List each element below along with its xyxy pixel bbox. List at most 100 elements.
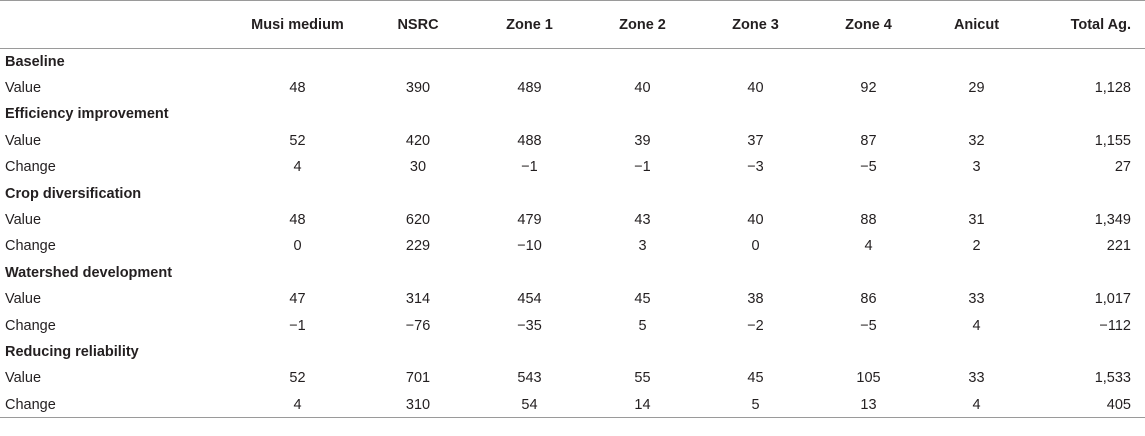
header-cell-total-ag: Total Ag.	[1028, 0, 1145, 49]
table-cell: 43	[634, 212, 651, 229]
table-cell: 33	[968, 291, 985, 308]
header-cell-anicut: Anicut	[925, 0, 1028, 49]
row-label: Value	[5, 80, 42, 97]
table-cell: 1,017	[1094, 291, 1131, 308]
table-cell: 31	[968, 212, 985, 229]
table-cell: 1,155	[1094, 132, 1131, 149]
table-cell: −5	[860, 159, 877, 176]
table-cell: 3	[972, 159, 981, 176]
table-cell: 390	[405, 80, 431, 97]
table-cell: 105	[856, 370, 881, 387]
table-cell: 1,533	[1094, 370, 1131, 387]
row-label: Value	[5, 212, 42, 229]
table-row: Value 48 390 489 40 40 92 29 1,128	[0, 75, 1145, 101]
table-cell: 1,349	[1094, 212, 1131, 229]
header-cell-musi-medium: Musi medium	[232, 0, 363, 49]
table-cell: 405	[1028, 391, 1145, 419]
section-title: Watershed development	[5, 264, 173, 281]
section-row: Watershed development	[0, 260, 1145, 286]
table-cell: 701	[405, 370, 431, 387]
table-cell: 620	[405, 212, 431, 229]
table-cell: 37	[747, 132, 764, 149]
table-cell: 4	[293, 159, 302, 176]
table-cell: −3	[747, 159, 764, 176]
table-cell: 45	[634, 291, 651, 308]
header-cell-zone-2: Zone 2	[586, 0, 699, 49]
table-cell: −35	[517, 317, 542, 334]
header-cell-zone-3: Zone 3	[699, 0, 812, 49]
table-cell: 310	[363, 391, 473, 419]
table-cell: 5	[638, 317, 647, 334]
table-cell: 27	[1114, 159, 1131, 176]
table-row: Change 4 310 54 14 5 13 4 405	[0, 391, 1145, 419]
table-cell: 4	[925, 391, 1028, 419]
table-row: Change 4 30 −1 −1 −3 −5 3 27	[0, 154, 1145, 180]
data-table: Musi medium NSRC Zone 1 Zone 2 Zone 3 Zo…	[0, 0, 1145, 419]
table-cell: 39	[634, 132, 651, 149]
row-label: Change	[5, 159, 56, 176]
table-cell: 1,128	[1094, 80, 1131, 97]
row-label: Value	[5, 370, 42, 387]
table-cell: −5	[860, 317, 877, 334]
table-cell: 420	[405, 132, 431, 149]
table-cell: −112	[1099, 317, 1131, 334]
row-label: Change	[5, 238, 56, 255]
table-cell: 47	[289, 291, 306, 308]
table-cell: 33	[968, 370, 985, 387]
table-row: Value 48 620 479 43 40 88 31 1,349	[0, 207, 1145, 233]
table-cell: −2	[747, 317, 764, 334]
table-cell: 4	[972, 317, 981, 334]
section-row: Baseline	[0, 49, 1145, 75]
table-cell: 0	[751, 238, 760, 255]
table-cell: 488	[517, 132, 542, 149]
table-cell: 48	[289, 212, 306, 229]
table-cell: 0	[293, 238, 302, 255]
table-cell: 55	[634, 370, 651, 387]
table-cell: 314	[405, 291, 431, 308]
table-cell: 87	[860, 132, 877, 149]
table-row: Change −1 −76 −35 5 −2 −5 4 −112	[0, 312, 1145, 338]
table-cell: 52	[289, 132, 306, 149]
table-cell: 40	[747, 80, 764, 97]
table-cell: 92	[860, 80, 877, 97]
table-cell: 88	[860, 212, 877, 229]
table-cell: 13	[812, 391, 925, 419]
table-cell: 45	[747, 370, 764, 387]
section-title: Reducing reliability	[5, 343, 139, 360]
table-cell: 29	[968, 80, 985, 97]
table-cell: 4	[864, 238, 873, 255]
header-cell-zone-1: Zone 1	[473, 0, 586, 49]
table-cell: 229	[405, 238, 431, 255]
table-cell: −1	[521, 159, 538, 176]
table-cell: 543	[517, 370, 542, 387]
table-cell: 479	[517, 212, 542, 229]
table-row: Value 47 314 454 45 38 86 33 1,017	[0, 286, 1145, 312]
table-cell: 30	[409, 159, 427, 176]
table-cell: 454	[517, 291, 542, 308]
table-cell: 14	[586, 391, 699, 419]
table-cell: −76	[405, 317, 431, 334]
table-row: Value 52 701 543 55 45 105 33 1,533	[0, 365, 1145, 391]
table-row: Value 52 420 488 39 37 87 32 1,155	[0, 128, 1145, 154]
table-cell: −10	[517, 238, 542, 255]
table-cell: 40	[634, 80, 651, 97]
table-header: Musi medium NSRC Zone 1 Zone 2 Zone 3 Zo…	[0, 0, 1145, 49]
table-row: Change 0 229 −10 3 0 4 2 221	[0, 233, 1145, 259]
row-label: Change	[0, 391, 232, 419]
row-label: Value	[5, 132, 42, 149]
section-title: Efficiency improvement	[5, 106, 169, 123]
section-row: Reducing reliability	[0, 339, 1145, 365]
table-cell: 2	[972, 238, 981, 255]
table-cell: 489	[517, 80, 542, 97]
header-cell-zone-4: Zone 4	[812, 0, 925, 49]
table-cell: 5	[699, 391, 812, 419]
table-cell: 32	[968, 132, 985, 149]
table-cell: 38	[747, 291, 764, 308]
section-row: Crop diversification	[0, 180, 1145, 206]
row-label: Change	[5, 317, 56, 334]
table-cell: 221	[1106, 238, 1131, 255]
header-row: Musi medium NSRC Zone 1 Zone 2 Zone 3 Zo…	[0, 0, 1145, 49]
table-cell: 86	[860, 291, 877, 308]
table-cell: −1	[289, 317, 306, 334]
table-cell: 52	[289, 370, 306, 387]
